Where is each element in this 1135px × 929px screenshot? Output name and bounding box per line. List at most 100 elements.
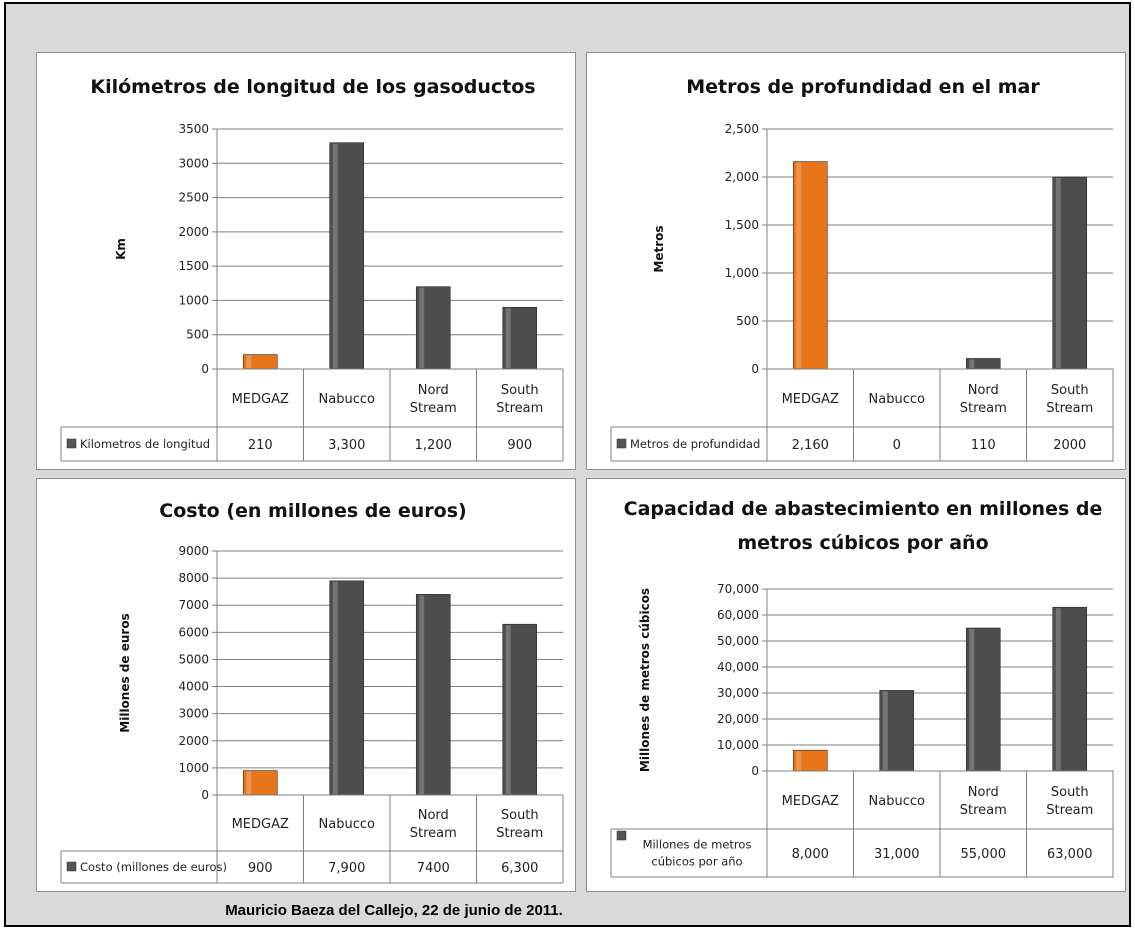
y-tick-label: 500	[736, 314, 759, 328]
x-category-label: Stream	[496, 401, 543, 416]
bar-highlight	[505, 625, 511, 794]
y-tick-label: 30,000	[717, 686, 759, 700]
chart-title: Costo (en millones de euros)	[159, 500, 466, 522]
bar-highlight	[246, 355, 252, 368]
y-tick-label: 60,000	[717, 608, 759, 622]
y-tick-label: 20,000	[717, 712, 759, 726]
bar-highlight	[419, 595, 425, 794]
x-category-label: Nord	[968, 785, 999, 800]
chart-svg: Kilómetros de longitud de los gasoductos…	[60, 76, 564, 462]
x-category-label: Nabucco	[869, 794, 925, 809]
bar-south-stream	[502, 623, 538, 796]
chart-title: Capacidad de abastecimiento en millones …	[624, 498, 1103, 520]
chart-title: Kilómetros de longitud de los gasoductos	[90, 76, 535, 98]
data-value-label: 3,300	[328, 438, 365, 453]
bar-highlight	[969, 629, 975, 770]
x-category-label: Nabucco	[319, 392, 375, 407]
series-name-label: Millones de metros	[643, 838, 752, 852]
bar-highlight	[1055, 608, 1061, 770]
x-category-label: Stream	[496, 826, 543, 841]
y-tick-label: 1500	[178, 259, 209, 273]
bar-south-stream	[1052, 606, 1088, 772]
series-name-label: Kilometros de longitud	[80, 437, 210, 451]
y-tick-label: 5000	[178, 652, 209, 666]
bar-highlight	[419, 287, 425, 368]
x-category-label: Nabucco	[869, 392, 925, 407]
legend-key	[66, 861, 77, 872]
chart-frame: Kilómetros de longitud de los gasoductos…	[4, 2, 1131, 927]
bar-highlight	[1055, 178, 1061, 368]
x-category-label: Stream	[960, 401, 1007, 416]
x-category-label: Nord	[418, 808, 449, 823]
y-tick-label: 10,000	[717, 738, 759, 752]
data-value-label: 8,000	[792, 847, 829, 862]
chart-title: Metros de profundidad en el mar	[686, 76, 1040, 98]
y-tick-label: 3000	[178, 707, 209, 721]
x-category-label: Nord	[418, 383, 449, 398]
data-value-label: 210	[248, 438, 273, 453]
data-value-label: 6,300	[501, 861, 538, 876]
chart-svg: Metros de profundidad en el mar 0 500 1,000…	[610, 76, 1114, 462]
y-tick-label: 1000	[178, 761, 209, 775]
y-tick-label: 0	[751, 764, 759, 778]
chart-svg: Capacidad de abastecimiento en millones …	[610, 498, 1114, 878]
chart-panel-capacity: Capacidad de abastecimiento en millones …	[586, 478, 1126, 892]
bar-medgaz	[792, 161, 828, 370]
y-tick-label: 9000	[178, 544, 209, 558]
data-value-label: 55,000	[961, 847, 1007, 862]
y-tick-label: 4000	[178, 680, 209, 694]
legend-key	[616, 830, 627, 841]
chart-panel-pipeline-length: Kilómetros de longitud de los gasoductos…	[36, 52, 576, 470]
data-value-label: 110	[971, 438, 996, 453]
data-value-label: 900	[507, 438, 532, 453]
bar-medgaz	[242, 770, 278, 796]
chart-svg: Costo (en millones de euros) 0 1000 2000 300…	[60, 500, 564, 884]
y-tick-label: 50,000	[717, 634, 759, 648]
x-category-label: South	[1051, 383, 1089, 398]
bar-nord-stream	[965, 627, 1001, 772]
x-category-label: MEDGAZ	[232, 817, 289, 832]
data-value-label: 2,160	[792, 438, 829, 453]
y-tick-label: 6000	[178, 625, 209, 639]
y-tick-label: 500	[186, 328, 209, 342]
data-value-label: 63,000	[1047, 847, 1093, 862]
bar-nord-stream	[415, 594, 451, 796]
series-name-label: Costo (millones de euros)	[80, 860, 227, 874]
bar-nabucco	[329, 142, 365, 370]
author-credit: Mauricio Baeza del Callejo, 22 de junio …	[225, 902, 563, 919]
bar-south-stream	[1052, 176, 1088, 370]
y-tick-label: 2,000	[725, 170, 759, 184]
y-tick-label: 2000	[178, 225, 209, 239]
y-tick-label: 1000	[178, 293, 209, 307]
y-tick-label: 2,500	[725, 122, 759, 136]
y-axis-label: Millones de metros cúbicos	[638, 588, 652, 772]
x-category-label: Stream	[410, 401, 457, 416]
bar-highlight	[796, 751, 802, 770]
x-category-label: Nord	[968, 383, 999, 398]
y-tick-label: 7000	[178, 598, 209, 612]
bar-highlight	[505, 308, 511, 368]
y-tick-label: 0	[201, 362, 209, 376]
series-name-label: cúbicos por año	[651, 855, 742, 869]
y-tick-label: 0	[201, 788, 209, 802]
y-tick-label: 70,000	[717, 582, 759, 596]
legend-key	[66, 438, 77, 449]
data-value-label: 7,900	[328, 861, 365, 876]
bar-highlight	[246, 771, 252, 794]
data-value-label: 900	[248, 861, 273, 876]
data-value-label: 2000	[1053, 438, 1086, 453]
data-value-label: 7400	[417, 861, 450, 876]
y-axis-label: Millones de euros	[118, 613, 132, 732]
y-tick-label: 2000	[178, 734, 209, 748]
y-axis-label: Metros	[652, 225, 666, 272]
x-category-label: Stream	[1046, 803, 1093, 818]
bar-nabucco	[329, 580, 365, 796]
legend-key	[616, 438, 627, 449]
x-category-label: Stream	[410, 826, 457, 841]
x-category-label: South	[501, 808, 539, 823]
x-category-label: MEDGAZ	[232, 392, 289, 407]
bar-south-stream	[502, 306, 538, 370]
bar-highlight	[332, 581, 338, 794]
bar-highlight	[969, 359, 975, 368]
bar-highlight	[796, 162, 802, 368]
